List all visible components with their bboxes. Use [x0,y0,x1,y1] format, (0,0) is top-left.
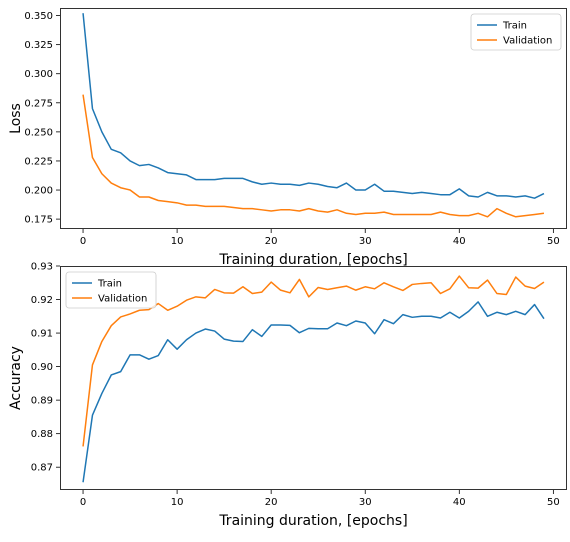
accuracy-series-line-validation [82,275,545,447]
accuracy-y-tick-label: 0.87 [31,463,53,474]
accuracy-axes-frame [60,266,567,490]
accuracy-x-tick-label: 10 [171,497,184,508]
accuracy-y-tick-label: 0.91 [31,329,53,340]
loss-y-tick-label: 0.275 [24,98,53,109]
accuracy-y-tick-label: 0.93 [31,262,53,273]
accuracy-x-tick-label: 40 [453,497,466,508]
loss-chart: 0 10 20 30 40 50 0.175 0.200 0.225 0.250 0.275 0.30… [8,8,567,268]
loss-legend-label-validation: Validation [503,36,552,47]
loss-y-tick-label: 0.250 [24,127,53,138]
accuracy-y-tick-label: 0.92 [31,295,53,306]
accuracy-x-tick-label: 50 [547,497,560,508]
accuracy-x-tick-label: 30 [359,497,372,508]
accuracy-y-tick-label: 0.89 [31,396,53,407]
accuracy-series-line-train [82,301,545,483]
accuracy-x-axis-label: Training duration, [epochs] [218,513,407,529]
loss-y-tick-label: 0.325 [24,40,53,51]
accuracy-y-tick-label: 0.88 [31,429,53,440]
loss-x-tick-label: 40 [453,236,466,247]
loss-y-tick-label: 0.350 [24,11,53,22]
loss-legend: Train Validation [470,13,562,51]
accuracy-legend-label-train: Train [97,279,122,290]
loss-y-tick-label: 0.300 [24,69,53,80]
loss-x-tick-label: 20 [265,236,278,247]
loss-y-tick-label: 0.225 [24,156,53,167]
accuracy-legend: Train Validation [65,271,157,309]
loss-x-tick-label: 50 [547,236,560,247]
loss-series-line-validation [82,94,545,218]
loss-y-tick-label: 0.200 [24,186,53,197]
accuracy-y-axis-label: Accuracy [8,346,24,410]
loss-axes-frame [60,8,567,229]
loss-y-tick-label: 0.175 [24,215,53,226]
loss-x-tick-label: 30 [359,236,372,247]
accuracy-chart: 0 10 20 30 40 50 0.87 0.88 0.89 0.90 0.91 0.92 0.93 T… [8,262,567,529]
loss-x-axis-label: Training duration, [epochs] [218,252,407,268]
loss-x-tick-label: 10 [171,236,184,247]
loss-x-tick-label: 0 [80,236,86,247]
accuracy-legend-box [65,271,157,309]
accuracy-y-tick-label: 0.90 [31,362,53,373]
accuracy-x-tick-label: 20 [265,497,278,508]
loss-legend-box [470,13,562,51]
loss-legend-label-train: Train [502,21,527,32]
loss-series-line-train [82,13,545,199]
loss-y-axis-label: Loss [8,103,24,134]
accuracy-legend-label-validation: Validation [98,294,147,305]
accuracy-x-tick-label: 0 [80,497,86,508]
